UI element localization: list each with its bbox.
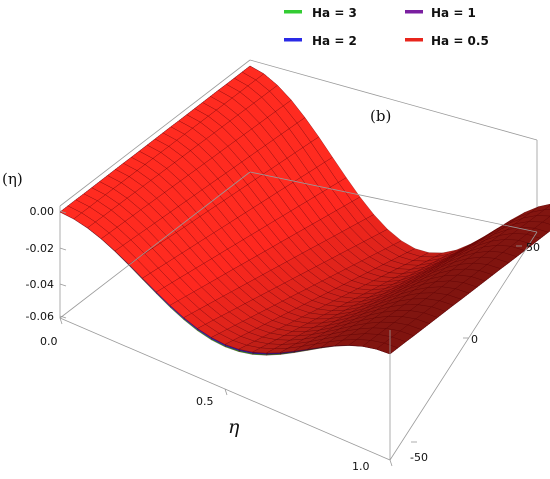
legend-swatch [284,10,302,14]
surface-series [59,65,550,355]
y-tick-label: 50 [526,241,540,254]
surface-face [375,342,399,355]
legend-swatch [405,38,423,42]
legend-label: Ha = 2 [312,34,357,48]
legend: Ha = 3 Ha = 1 Ha = 2 Ha = 0.5 [284,6,489,48]
box-edge [249,171,538,233]
box-edge [59,171,251,319]
z-axis-label: (η) [2,170,23,188]
z-tick-label: -0.02 [26,242,54,255]
panel-label: (b) [370,107,391,125]
x-tick-label: 0.5 [196,395,214,408]
z-tick-label: 0.00 [30,205,55,218]
y-tick-label: -50 [410,451,428,464]
z-tick-mark [59,283,67,287]
z-tick-mark [59,247,67,251]
legend-label: Ha = 0.5 [431,34,489,48]
surface-mesh [59,65,550,356]
y-axis: 50 0 -50 [410,241,540,464]
x-tick-mark [389,459,393,467]
box-edge [389,231,538,461]
legend-label: Ha = 3 [312,6,357,20]
z-tick-mark [59,315,67,319]
box-edge [59,59,251,207]
x-tick-mark [59,317,63,325]
legend-label: Ha = 1 [431,6,476,20]
z-tick-mark [59,210,67,214]
x-tick-label: 0.0 [40,335,58,348]
box-edge [249,59,538,141]
x-axis-label: η [228,416,240,438]
y-tick-label: 0 [471,333,478,346]
z-tick-label: -0.04 [26,278,54,291]
z-axis: 0.00 -0.02 -0.04 -0.06 [26,205,67,323]
x-tick-label: 1.0 [352,460,370,473]
x-tick-mark [224,388,228,396]
x-axis: 0.0 0.5 1.0 η [40,317,393,473]
legend-swatch [284,38,302,42]
surface-face [542,216,550,225]
legend-swatch [405,10,423,14]
z-tick-label: -0.06 [26,310,54,323]
